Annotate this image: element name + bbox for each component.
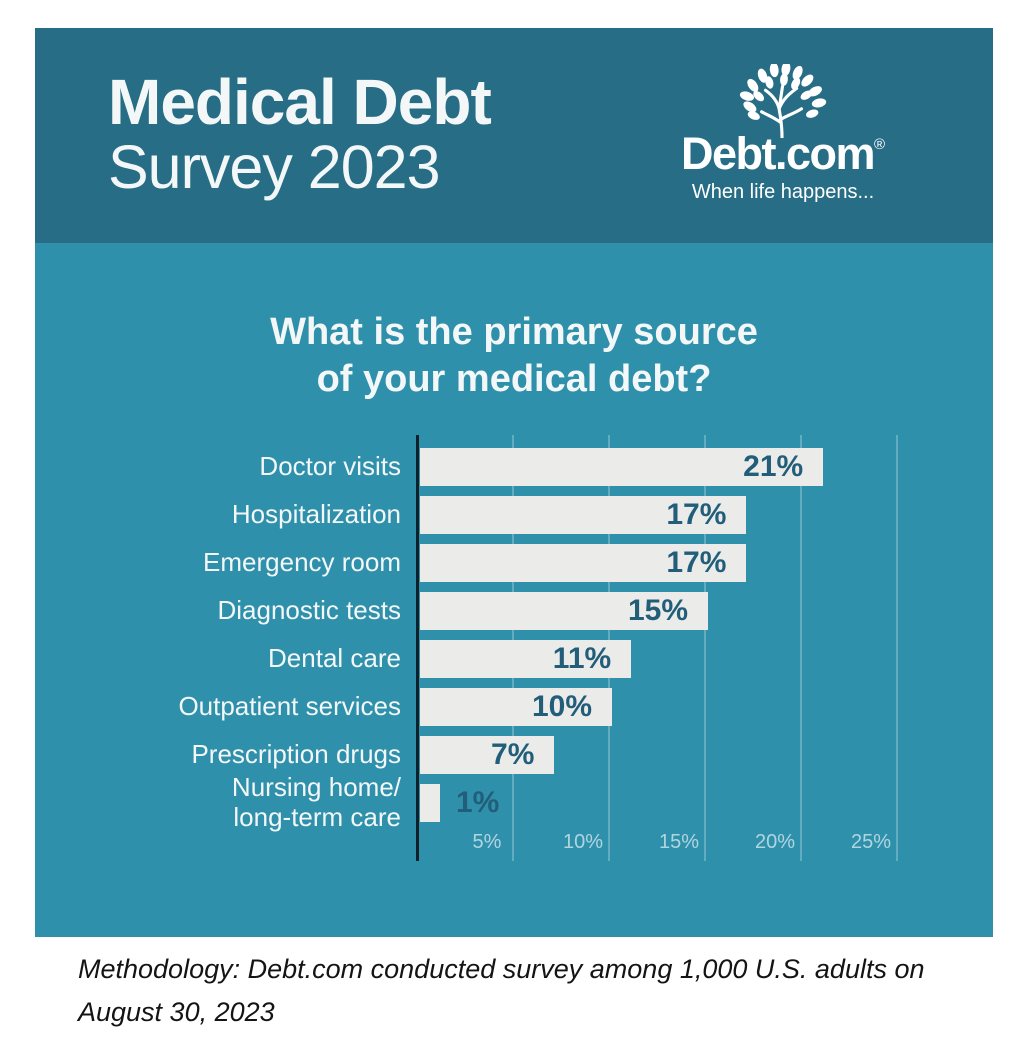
value-label: 7% xyxy=(491,738,535,772)
methodology-line-2: August 30, 2023 xyxy=(78,997,275,1028)
bar-row: Diagnostic tests 15% xyxy=(35,587,993,635)
value-label: 17% xyxy=(666,498,727,532)
category-label: Hospitalization xyxy=(231,499,401,530)
bar: 17% xyxy=(420,544,747,583)
bar: 17% xyxy=(420,496,747,535)
category-label: Dental care xyxy=(268,643,401,674)
category-label: Diagnostic tests xyxy=(217,595,401,626)
chart-title-line-1: What is the primary source xyxy=(270,311,758,353)
header-title: Medical Debt Survey 2023 xyxy=(108,66,492,201)
chart-section: What is the primary source of your medic… xyxy=(35,243,993,937)
gridline xyxy=(896,435,898,862)
title-line-2: Survey 2023 xyxy=(108,133,440,201)
value-label: 17% xyxy=(666,546,727,580)
category-label: Outpatient services xyxy=(178,691,401,722)
x-tick-label: 10% xyxy=(562,831,604,854)
bar xyxy=(420,784,440,823)
x-tick-label: 5% xyxy=(472,831,502,854)
bar: 21% xyxy=(420,448,824,487)
category-label: Nursing home/ long-term care xyxy=(231,772,401,833)
bar-row: Hospitalization 17% xyxy=(35,491,993,539)
logo-wordmark: Debt.com® xyxy=(653,131,913,176)
bar: 11% xyxy=(420,640,632,679)
methodology-line-1: Methodology: Debt.com conducted survey a… xyxy=(78,954,925,984)
bar: 15% xyxy=(420,592,708,631)
bar: 10% xyxy=(420,688,612,727)
bar: 7% xyxy=(420,736,555,775)
bar-chart: 5% 10% 15% 20% 25% Doctor visits 21% Hospitaliz… xyxy=(35,435,993,862)
methodology-note: Methodology: Debt.com conducted survey a… xyxy=(78,948,978,1034)
bar-row: Dental care 11% xyxy=(35,635,993,683)
gridline xyxy=(704,435,706,862)
x-tick-label: 25% xyxy=(850,831,892,854)
category-label: Emergency room xyxy=(203,547,401,578)
category-label: Prescription drugs xyxy=(191,739,401,770)
value-label: 1% xyxy=(456,786,500,820)
header: Medical Debt Survey 2023 xyxy=(35,28,993,243)
value-label: 21% xyxy=(743,450,804,484)
x-tick-label: 20% xyxy=(754,831,796,854)
bar-row: Outpatient services 10% xyxy=(35,683,993,731)
logo-text: Debt.com xyxy=(680,128,876,179)
registered-trademark-icon: ® xyxy=(873,136,886,153)
tree-icon xyxy=(739,64,827,138)
bar-row: Prescription drugs 7% xyxy=(35,731,993,779)
x-tick-label: 15% xyxy=(658,831,700,854)
bar-rows: Doctor visits 21% Hospitalization 17% Emerge… xyxy=(35,435,993,832)
axis-line xyxy=(416,435,419,862)
logo-tagline: When life happens... xyxy=(691,181,875,203)
chart-title: What is the primary source of your medic… xyxy=(35,243,993,403)
title-line-1: Medical Debt xyxy=(108,66,492,138)
infographic-card: Medical Debt Survey 2023 xyxy=(35,28,993,937)
category-label: Doctor visits xyxy=(259,451,401,482)
bar-row: Emergency room 17% xyxy=(35,539,993,587)
value-label: 11% xyxy=(552,642,612,676)
value-label: 15% xyxy=(627,594,688,628)
gridline xyxy=(800,435,802,862)
chart-title-line-2: of your medical debt? xyxy=(316,358,712,401)
bar-row: Nursing home/ long-term care 1% xyxy=(35,772,993,832)
debt-com-logo: Debt.com® When life happens... xyxy=(653,64,913,204)
bar-row: Doctor visits 21% xyxy=(35,443,993,491)
value-label: 10% xyxy=(531,690,592,724)
